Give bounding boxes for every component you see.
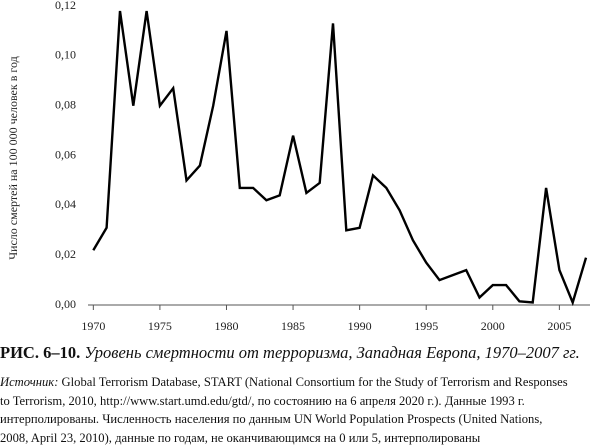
x-tick-label: 1990 [348, 319, 372, 333]
y-tick-label: 0,10 [55, 48, 76, 62]
source: Источник: Global Terrorism Database, STA… [0, 373, 568, 447]
source-line: интерполированы. Численность населения п… [0, 412, 543, 426]
caption-label: РИС. 6–10. [0, 343, 81, 362]
y-tick-label: 0,08 [55, 97, 76, 111]
y-tick-label: 0,00 [55, 297, 76, 311]
y-axis-label: Число смертей на 100 000 человек в год [6, 56, 20, 260]
y-tick-label: 0,02 [55, 247, 76, 261]
x-tick-label: 1985 [281, 319, 305, 333]
chart: Число смертей на 100 000 человек в год 0… [6, 0, 590, 333]
x-tick-label: 1975 [148, 319, 172, 333]
x-tick-label: 2000 [481, 319, 505, 333]
x-tick-label: 1995 [414, 319, 438, 333]
caption: РИС. 6–10. Уровень смертности от террори… [0, 343, 580, 363]
y-tick-label: 0,06 [55, 147, 76, 161]
caption-text: Уровень смертности от терроризма, Западн… [84, 343, 580, 362]
data-line [92, 10, 588, 307]
y-tick-label: 0,12 [55, 0, 76, 12]
source-label: Источник: [0, 375, 59, 389]
x-tick-label: 1980 [214, 319, 238, 333]
y-tick-label: 0,04 [55, 197, 76, 211]
x-tick-label: 2005 [547, 319, 571, 333]
source-line: Global Terrorism Database, START (Nation… [61, 375, 568, 389]
source-line: 2008, April 23, 2010), данные по годам, … [0, 430, 481, 445]
x-tick-label: 1970 [81, 319, 105, 333]
source-line: to Terrorism, 2010, http://www.start.umd… [0, 393, 525, 408]
